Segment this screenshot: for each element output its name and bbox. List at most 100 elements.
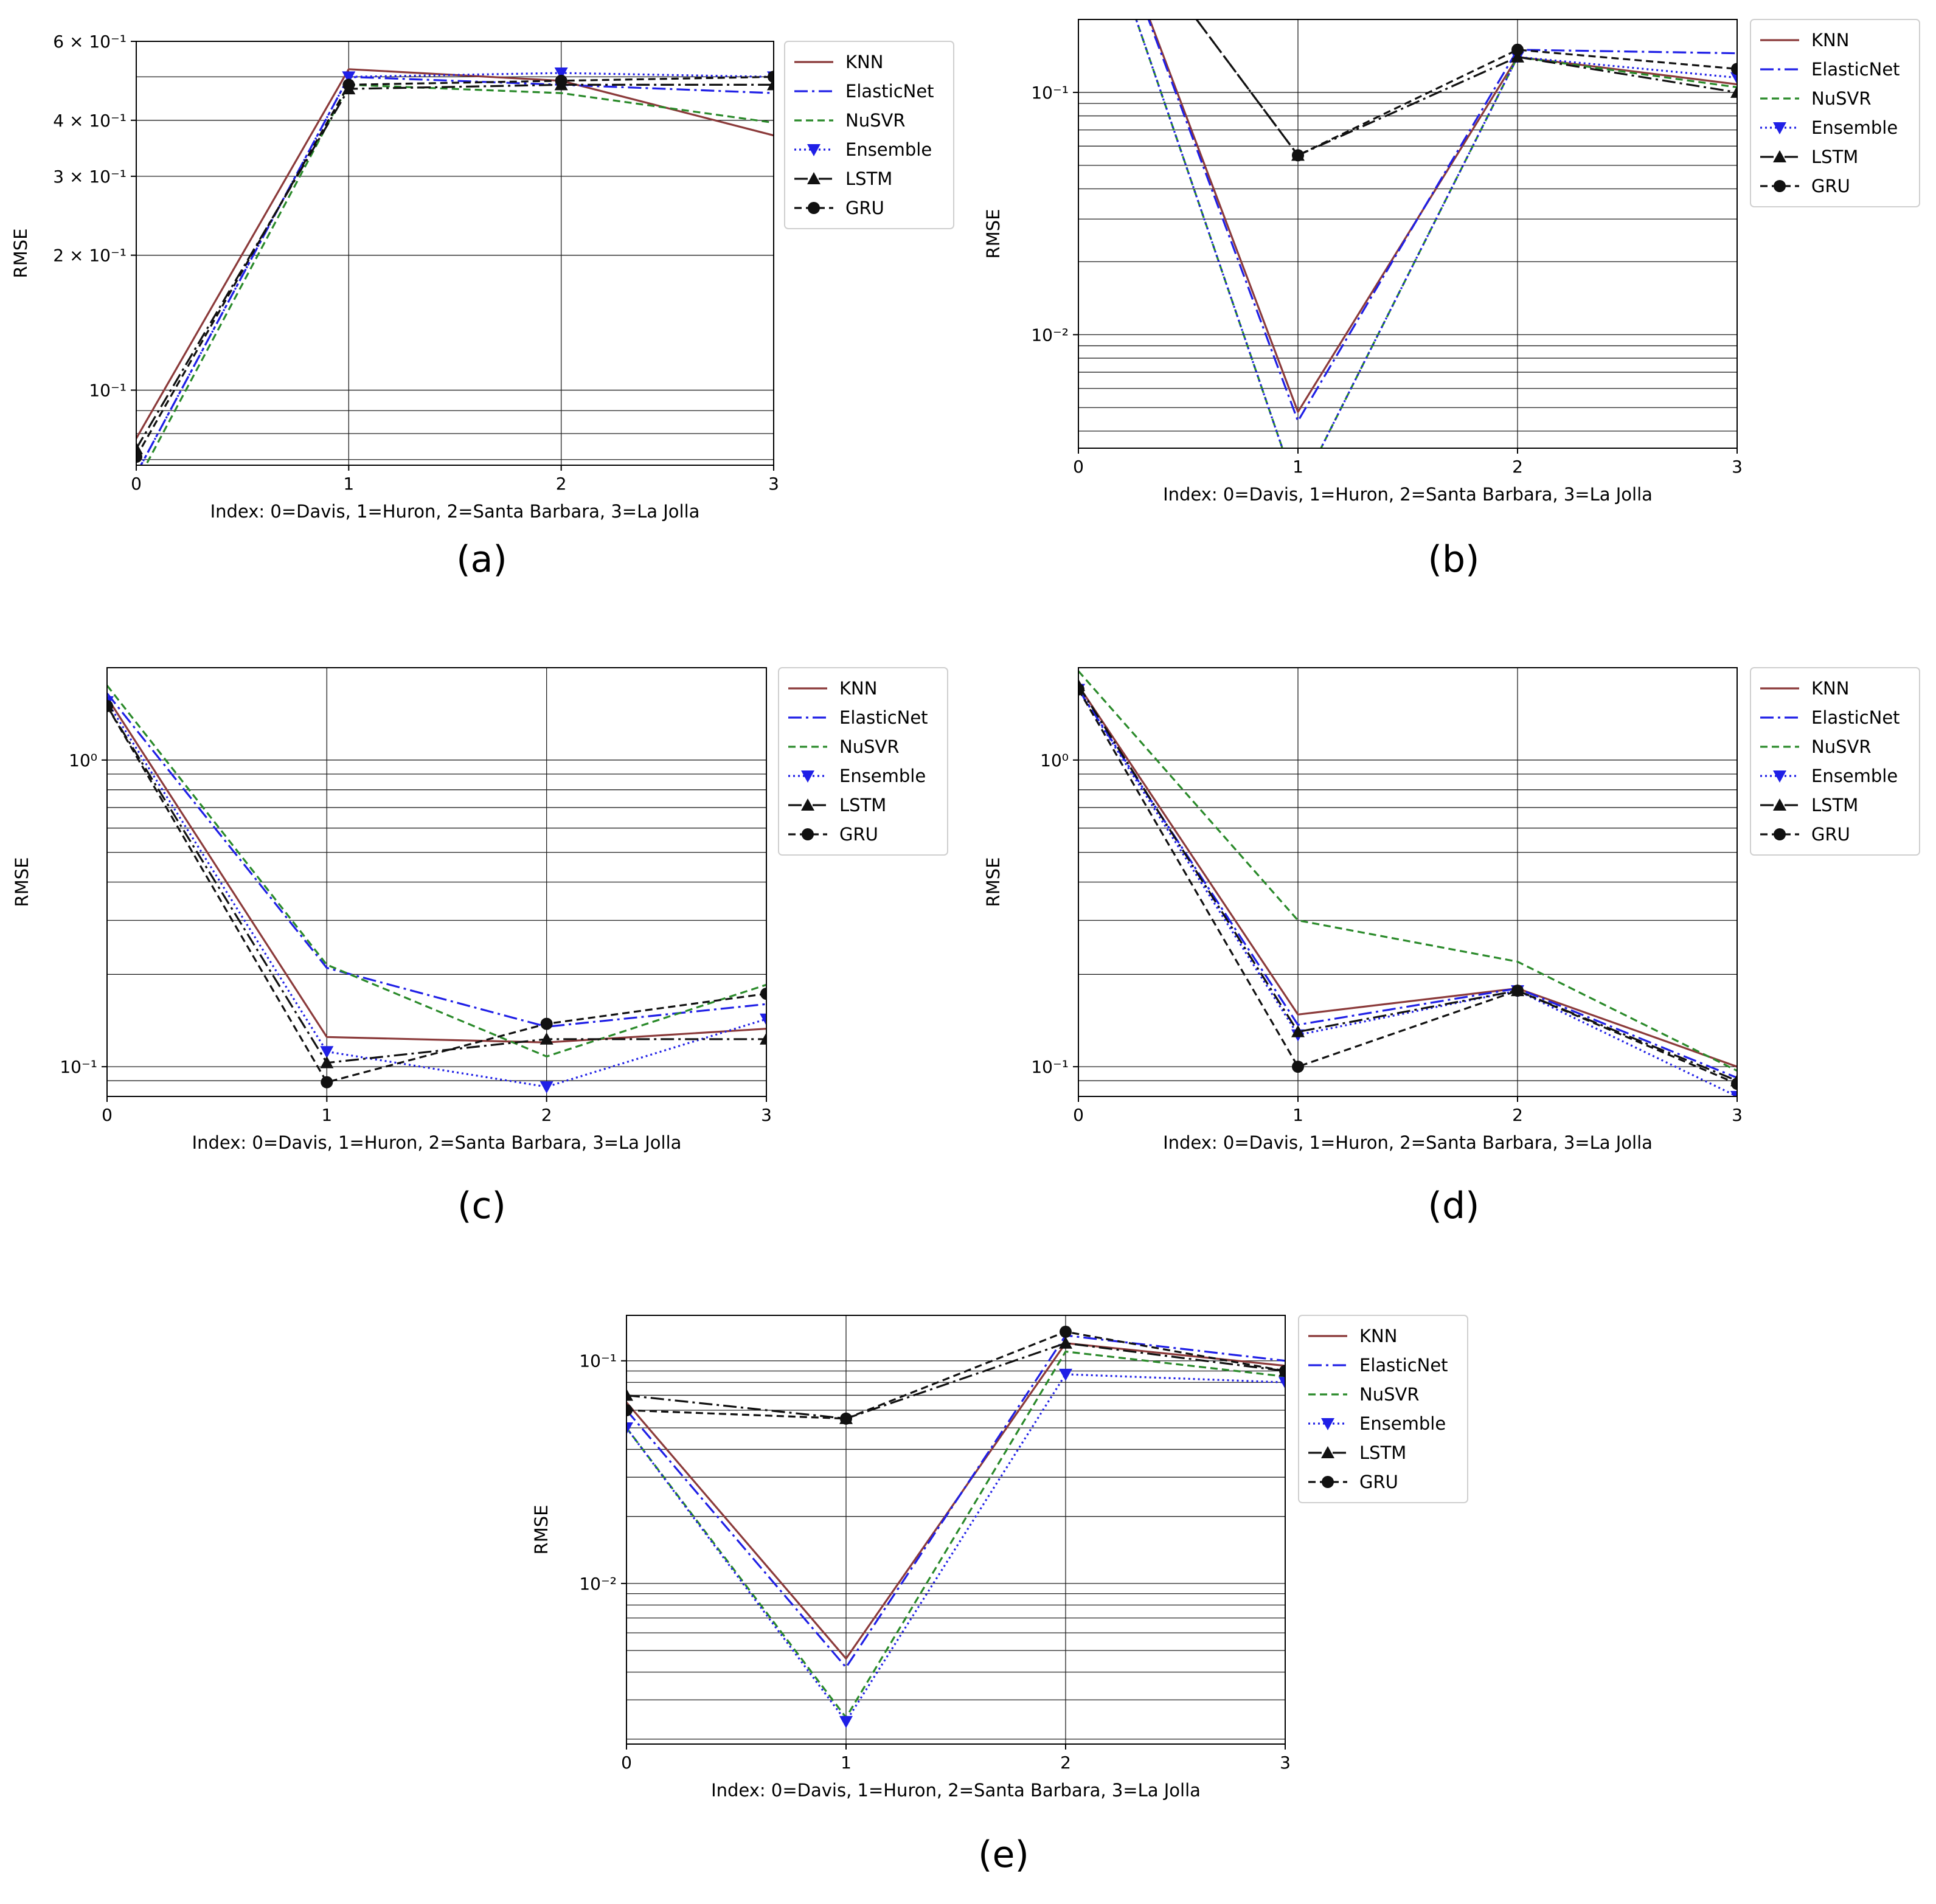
series-line-elasticnet (626, 1334, 1285, 1669)
series-line-gru (626, 1331, 1285, 1420)
data-point-lstm (1730, 85, 1737, 98)
legend-marker (1773, 150, 1786, 162)
y-axis-label: RMSE (531, 1505, 552, 1555)
x-tick-label: 1 (343, 474, 354, 494)
y-tick-label: 10⁻¹ (1031, 1057, 1069, 1077)
y-tick-label: 3 × 10⁻¹ (53, 167, 127, 187)
legend-label-gru: GRU (1811, 824, 1850, 845)
legend-box (784, 41, 954, 229)
legend-c: KNN ElasticNet NuSVR Ensemble LSTM GRU (778, 667, 948, 856)
legend-label-elasticnet: ElasticNet (1811, 707, 1900, 728)
x-tick-label: 0 (621, 1753, 632, 1773)
y-tick-label: 6 × 10⁻¹ (53, 32, 127, 52)
y-tick-label: 10⁰ (69, 750, 97, 770)
data-point-lstm (626, 1388, 633, 1401)
legend-box (1298, 1315, 1468, 1503)
legend-marker (801, 798, 814, 811)
legend-label-gru: GRU (1811, 176, 1850, 196)
data-point-gru (840, 1412, 852, 1425)
data-point-ensemble (839, 1715, 853, 1728)
legend-label-elasticnet: ElasticNet (845, 81, 934, 102)
series-line-gru (1195, 19, 1737, 156)
legend-label-nusvr: NuSVR (839, 736, 899, 757)
legend-label-lstm: LSTM (839, 795, 886, 815)
legend-marker (807, 144, 821, 156)
series-group-a (136, 68, 774, 465)
data-point-gru (1060, 1326, 1072, 1338)
data-point-lstm (760, 1032, 766, 1045)
gridlines-e (626, 1315, 1286, 1744)
series-line-ensemble (1135, 19, 1737, 448)
legend-label-knn: KNN (1811, 30, 1849, 50)
data-point-ensemble (540, 1081, 553, 1094)
y-tick-label: 10⁻¹ (579, 1351, 617, 1371)
y-tick-label: 10⁻¹ (60, 1057, 97, 1077)
y-axis-label: RMSE (10, 229, 31, 279)
legend-marker (801, 770, 814, 783)
data-point-gru (1731, 63, 1737, 75)
series-line-knn (1078, 685, 1737, 1068)
series-line-knn (107, 697, 766, 1044)
x-axis-label: Index: 0=Davis, 1=Huron, 2=Santa Barbara… (192, 1132, 682, 1153)
series-group-c (107, 685, 766, 1094)
legend-label-nusvr: NuSVR (1811, 88, 1871, 109)
series-line-nusvr (144, 83, 774, 465)
plot-frame-e (626, 1315, 1286, 1745)
legend-e: KNN ElasticNet NuSVR Ensemble LSTM GRU (1298, 1315, 1468, 1503)
legend-label-nusvr: NuSVR (845, 110, 905, 131)
x-tick-label: 2 (1060, 1753, 1071, 1773)
x-tick-label: 0 (131, 474, 142, 494)
data-point-gru (768, 71, 774, 83)
legend-marker (1774, 180, 1786, 192)
x-tick-label: 2 (1512, 1105, 1523, 1125)
data-point-gru (1511, 43, 1524, 56)
legend-label-ensemble: Ensemble (839, 766, 926, 786)
data-point-gru (1731, 1078, 1737, 1090)
x-tick-label: 0 (1073, 457, 1084, 477)
x-tick-label: 2 (1512, 457, 1523, 477)
x-tick-label: 1 (1292, 1105, 1303, 1125)
data-point-lstm (1511, 50, 1524, 63)
plot-frame-b (1078, 19, 1738, 449)
data-point-lstm (540, 1032, 553, 1045)
x-tick-label: 1 (1292, 457, 1303, 477)
legend-label-lstm: LSTM (845, 168, 892, 189)
legend-label-ensemble: Ensemble (1359, 1413, 1446, 1434)
y-tick-label: 2 × 10⁻¹ (53, 246, 127, 266)
legend-a: KNN ElasticNet NuSVR Ensemble LSTM GRU (784, 41, 954, 229)
plot-frame-d (1078, 667, 1738, 1097)
data-point-gru (540, 1017, 553, 1030)
chart-panel-b: 0 1 2 3 10⁻¹ 10⁻² Index: 0=Davis, 1=Huron, 2=S… (983, 19, 1920, 581)
legend-label-gru: GRU (1359, 1472, 1398, 1492)
x-tick-label: 3 (761, 1105, 772, 1125)
chart-panel-a: 0 1 2 3 6 × 10⁻¹ 4 × 10⁻¹ 3 × 10⁻¹ 2 × 10⁻¹ 10⁻¹… (10, 32, 954, 581)
y-tick-label: 10⁻² (579, 1574, 617, 1594)
x-tick-label: 3 (1732, 457, 1743, 477)
legend-label-ensemble: Ensemble (845, 139, 932, 160)
series-line-ensemble (626, 1373, 1285, 1723)
legend-label-nusvr: NuSVR (1811, 736, 1871, 757)
data-point-gru (107, 700, 113, 713)
legend-marker (1321, 1418, 1334, 1430)
data-point-ensemble (554, 68, 568, 80)
series-line-elasticnet (1078, 688, 1737, 1079)
legend-label-elasticnet: ElasticNet (1359, 1355, 1448, 1376)
series-group-d (1078, 670, 1737, 1096)
series-line-gru (136, 75, 774, 457)
x-axis-label: Index: 0=Davis, 1=Huron, 2=Santa Barbara… (1163, 484, 1653, 505)
legend-label-lstm: LSTM (1811, 147, 1858, 167)
y-tick-label: 10⁻¹ (1031, 83, 1069, 103)
gridlines-d (1078, 667, 1738, 1097)
data-point-lstm (1291, 1025, 1305, 1037)
series-line-lstm (626, 1342, 1285, 1420)
data-point-ensemble (1059, 1368, 1072, 1381)
series-line-gru (107, 705, 766, 1084)
x-tick-label: 1 (321, 1105, 332, 1125)
chart-panel-e: 0 1 2 3 10⁻¹ 10⁻² Index: 0=Davis, 1=Huron, 2=S… (531, 1315, 1468, 1876)
series-line-knn (1148, 19, 1737, 413)
series-line-elasticnet (1147, 19, 1737, 423)
legend-label-ensemble: Ensemble (1811, 766, 1898, 786)
data-point-gru (1292, 149, 1304, 162)
series-line-knn (136, 68, 774, 439)
x-tick-label: 0 (1073, 1105, 1084, 1125)
